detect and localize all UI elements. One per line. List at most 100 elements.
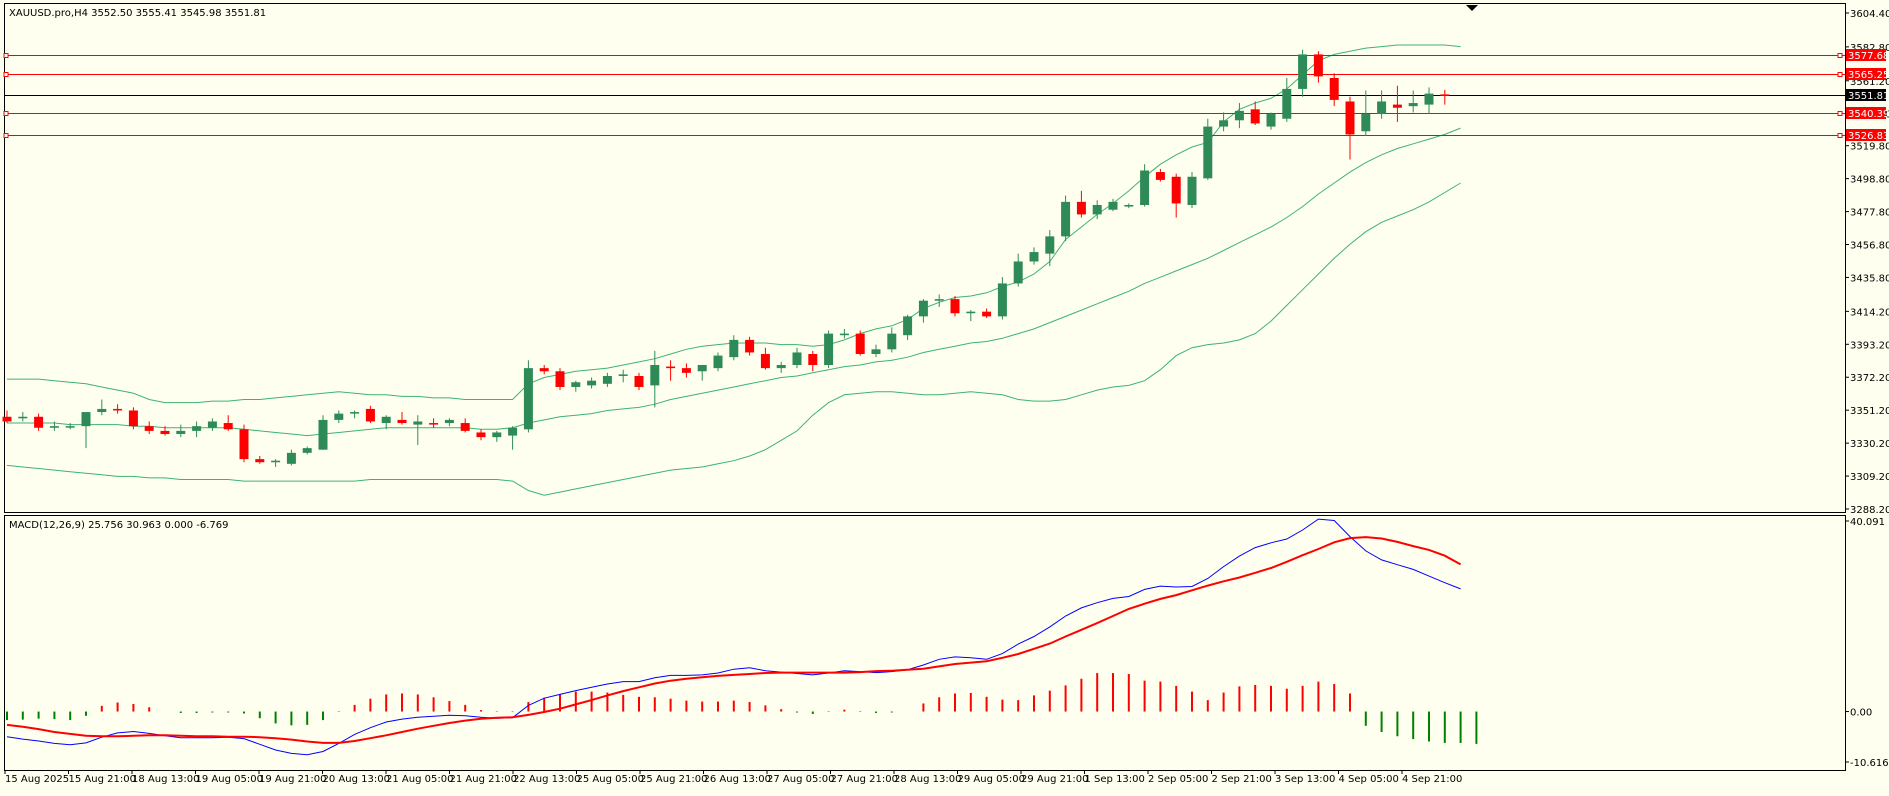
time-axis-label: 27 Aug 05:00 — [767, 774, 834, 785]
time-axis-label: 20 Aug 13:00 — [323, 774, 390, 785]
level-price-tag — [1846, 49, 1886, 61]
candle-body — [887, 333, 897, 350]
candle-body — [839, 333, 849, 336]
time-axis-label: 22 Aug 13:00 — [513, 774, 580, 785]
level-anchor-left — [3, 133, 9, 138]
candle-body — [1408, 103, 1418, 107]
price-axis-label: 3372.20 — [1850, 373, 1889, 384]
candle-body — [444, 419, 454, 424]
candle-body — [903, 316, 913, 336]
macd-lines — [6, 518, 1462, 756]
price-axis-label: 3393.20 — [1850, 340, 1889, 351]
price-axis: 3604.403582.803561.203540.403519.803498.… — [1845, 9, 1889, 516]
candle-body — [381, 416, 391, 424]
candle-body — [1029, 252, 1039, 262]
candle-body — [808, 354, 818, 365]
price-axis-label: 3351.20 — [1850, 406, 1889, 417]
horizontal-levels — [3, 53, 1845, 138]
candle-body — [1345, 101, 1355, 135]
candlesticks — [2, 49, 1450, 467]
level-anchor-right — [1837, 72, 1843, 77]
candle-body — [1313, 54, 1323, 77]
time-axis-label: 15 Aug 2025 — [5, 774, 69, 785]
time-axis-label: 2 Sep 05:00 — [1148, 774, 1208, 785]
candle-body — [1392, 104, 1402, 108]
price-axis-label: 3288.20 — [1850, 505, 1889, 516]
candle-body — [1298, 54, 1308, 89]
candle-body — [255, 459, 265, 463]
candle-body — [1155, 172, 1165, 180]
candle-body — [1061, 201, 1071, 237]
macd-panel-border — [4, 515, 1846, 771]
time-axis-label: 26 Aug 13:00 — [704, 774, 771, 785]
candle-body — [350, 412, 360, 414]
level-anchor-right — [1837, 111, 1843, 116]
candle-body — [334, 413, 344, 420]
candle-body — [476, 432, 486, 438]
price-axis-label: 3477.80 — [1850, 208, 1889, 219]
candle-body — [1282, 88, 1292, 119]
candle-body — [745, 339, 755, 353]
price-axis-label: 3498.80 — [1850, 175, 1889, 186]
time-axis-label: 21 Aug 21:00 — [450, 774, 517, 785]
time-axis-label: 2 Sep 21:00 — [1212, 774, 1272, 785]
candle-body — [1140, 170, 1150, 205]
time-axis-label: 28 Aug 13:00 — [894, 774, 961, 785]
candle-body — [966, 311, 976, 314]
candle-body — [429, 423, 439, 425]
candle-body — [666, 366, 676, 369]
candle-body — [508, 427, 518, 436]
time-axis-label: 27 Aug 21:00 — [831, 774, 898, 785]
candle-body — [492, 432, 502, 438]
candle-body — [950, 299, 960, 314]
candle-body — [587, 380, 597, 386]
candle-body — [223, 423, 233, 430]
candle-body — [192, 426, 202, 431]
price-axis-label: 3604.40 — [1850, 9, 1889, 20]
price-axis-label: 3519.80 — [1850, 142, 1889, 153]
candle-body — [1234, 110, 1244, 121]
candle-body — [460, 423, 470, 431]
candle-body — [1440, 94, 1450, 96]
candle-body — [18, 416, 28, 419]
time-axis-label: 29 Aug 21:00 — [1021, 774, 1088, 785]
price-axis-label: 3330.20 — [1850, 439, 1889, 450]
level-price-tag — [1846, 68, 1886, 80]
chart-shift-marker-icon[interactable] — [1466, 5, 1478, 11]
candle-body — [1361, 114, 1371, 132]
level-anchor-left — [3, 72, 9, 77]
level-anchor-left — [3, 111, 9, 116]
candle-body — [571, 382, 581, 387]
time-axis-label: 29 Aug 05:00 — [958, 774, 1025, 785]
macd-axis-label: -10.616 — [1850, 758, 1889, 769]
candle-body — [1045, 236, 1055, 254]
level-price-label: 3526.83 — [1848, 131, 1889, 142]
time-axis-label: 18 Aug 13:00 — [132, 774, 199, 785]
macd-axis-label: 40.091 — [1850, 517, 1885, 528]
candle-body — [144, 426, 154, 431]
level-price-label: 3540.39 — [1848, 109, 1889, 120]
candle-body — [713, 355, 723, 369]
bollinger-middle-line — [7, 127, 1461, 437]
candle-body — [871, 349, 881, 355]
time-axis-label: 19 Aug 05:00 — [196, 774, 263, 785]
level-anchor-right — [1837, 133, 1843, 138]
candle-body — [397, 419, 407, 424]
candle-body — [618, 374, 628, 376]
time-axis-label: 1 Sep 13:00 — [1085, 774, 1145, 785]
price-axis-label: 3561.20 — [1850, 77, 1889, 88]
candle-body — [1171, 176, 1181, 204]
candle-body — [97, 408, 107, 413]
candle-body — [1013, 261, 1023, 284]
candle-body — [1266, 114, 1276, 127]
signal-line — [6, 536, 1462, 744]
candle-body — [1377, 101, 1387, 115]
candle-body — [271, 460, 281, 463]
candle-body — [729, 339, 739, 358]
candle-body — [413, 421, 423, 425]
candle-body — [2, 416, 12, 422]
macd-line — [6, 518, 1461, 756]
time-axis-label: 21 Aug 05:00 — [386, 774, 453, 785]
